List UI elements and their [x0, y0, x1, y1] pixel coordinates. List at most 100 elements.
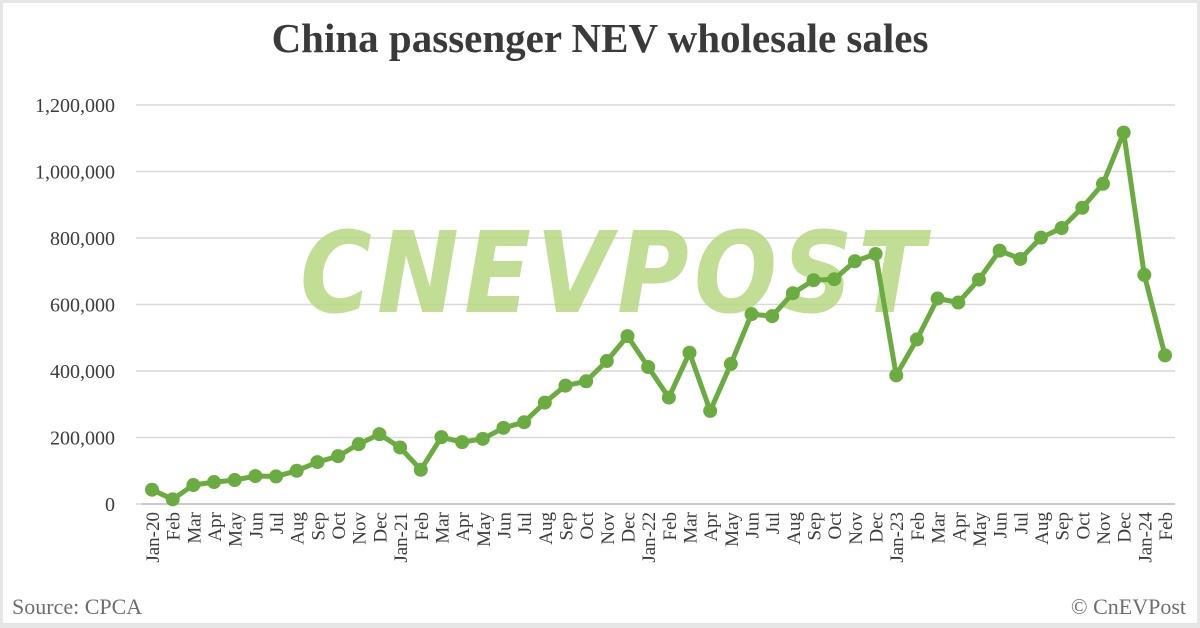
data-point — [351, 437, 366, 452]
x-tick-label: May — [226, 512, 247, 547]
data-point — [806, 273, 821, 288]
data-point — [1137, 267, 1152, 282]
x-tick-label: Nov — [846, 512, 867, 545]
x-tick-label: May — [722, 512, 743, 547]
x-tick-label: May — [970, 512, 991, 547]
y-tick-label: 800,000 — [50, 228, 115, 250]
data-point — [765, 309, 780, 324]
x-tick-label: Oct — [329, 511, 350, 539]
data-point — [868, 246, 883, 261]
data-point — [951, 295, 966, 310]
data-point — [785, 286, 800, 301]
data-point — [971, 272, 986, 287]
x-tick-label: Dec — [618, 512, 639, 543]
y-tick-label: 400,000 — [50, 361, 115, 383]
x-tick-label: Jun — [494, 512, 515, 539]
y-axis-ticks: 0 200,000 400,000 600,000 800,000 1,000,000 1,… — [35, 95, 115, 516]
x-tick-label: Jun — [743, 512, 764, 539]
data-point — [165, 492, 180, 507]
y-tick-label: 200,000 — [50, 428, 115, 450]
x-tick-label: Nov — [598, 512, 619, 545]
x-tick-label: Mar — [184, 511, 205, 543]
x-tick-label: Aug — [288, 512, 309, 545]
x-tick-label: Aug — [784, 512, 805, 545]
data-point — [889, 368, 904, 383]
data-point — [537, 395, 552, 410]
data-point — [641, 360, 656, 375]
x-tick-label: Jan-23 — [887, 512, 908, 563]
x-tick-label: Apr — [949, 511, 970, 541]
data-point — [558, 378, 573, 393]
x-axis-tick-labels: Jan-20 Feb Mar Apr May Jun Jul Aug Sep Oct Nov Dec J… — [143, 511, 1177, 562]
x-tick-label: Apr — [205, 511, 226, 541]
data-point — [579, 374, 594, 389]
x-tick-label: Jun — [991, 512, 1012, 539]
x-tick-label: Nov — [350, 512, 371, 545]
x-tick-label: Jul — [1011, 512, 1032, 534]
data-point — [393, 440, 408, 455]
data-point — [1033, 230, 1048, 245]
x-tick-label: Sep — [805, 512, 826, 541]
data-point — [455, 435, 470, 450]
data-point — [1054, 221, 1069, 236]
x-tick-label: Jun — [246, 512, 267, 539]
x-tick-label: Apr — [701, 511, 722, 541]
x-tick-label: Feb — [660, 512, 681, 541]
data-point — [227, 473, 242, 488]
x-tick-label: May — [474, 512, 495, 547]
data-point — [248, 469, 263, 484]
x-tick-label: Aug — [1032, 512, 1053, 545]
x-tick-label: Feb — [1156, 512, 1177, 541]
x-tick-label: Jan-22 — [639, 512, 660, 563]
x-tick-label: Sep — [556, 512, 577, 541]
data-point — [331, 449, 346, 464]
data-point — [930, 291, 945, 306]
x-tick-label: Dec — [1115, 512, 1136, 543]
data-point — [372, 427, 387, 442]
x-tick-label: Nov — [1094, 512, 1115, 545]
data-point — [1075, 200, 1090, 215]
data-point — [269, 469, 284, 484]
data-point — [703, 403, 718, 418]
x-tick-label: Mar — [432, 511, 453, 543]
source-note: Source: CPCA — [12, 594, 143, 619]
chart-title: China passenger NEV wholesale sales — [271, 15, 929, 61]
data-point — [620, 329, 635, 344]
x-tick-label: Jul — [763, 512, 784, 534]
data-point — [186, 478, 201, 493]
data-point — [744, 307, 759, 322]
data-point — [992, 243, 1007, 258]
x-tick-label: Oct — [825, 511, 846, 539]
y-tick-label: 600,000 — [50, 295, 115, 317]
x-tick-label: Oct — [1073, 511, 1094, 539]
x-tick-label: Oct — [577, 511, 598, 539]
x-tick-label: Mar — [929, 511, 950, 543]
x-tick-label: Mar — [681, 511, 702, 543]
x-tick-label: Feb — [412, 512, 433, 541]
x-tick-label: Jan-21 — [391, 512, 412, 563]
data-point — [496, 420, 511, 435]
data-point — [1116, 125, 1131, 140]
data-point — [434, 430, 449, 445]
data-point — [847, 254, 862, 269]
data-point — [661, 390, 676, 405]
data-point — [207, 475, 222, 490]
data-point — [723, 357, 738, 372]
x-tick-label: Apr — [453, 511, 474, 541]
watermark-logo: CNEVPOST — [300, 209, 931, 339]
x-tick-label: Jul — [267, 512, 288, 534]
chart-frame — [3, 3, 1197, 623]
y-tick-label: 1,200,000 — [35, 95, 115, 117]
data-point — [827, 272, 842, 287]
data-point — [1158, 348, 1172, 363]
data-point — [1013, 251, 1028, 266]
data-point — [310, 455, 325, 470]
data-markers — [145, 125, 1172, 507]
data-point — [413, 462, 428, 477]
x-tick-label: Feb — [908, 512, 929, 541]
data-point — [475, 431, 490, 446]
x-tick-label: Dec — [370, 512, 391, 543]
data-point — [599, 354, 614, 369]
x-tick-label: Feb — [164, 512, 185, 541]
